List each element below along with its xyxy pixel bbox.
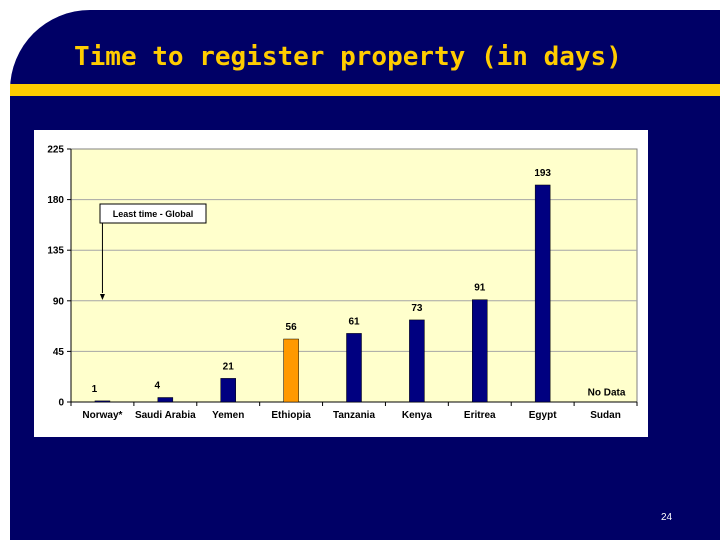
annotation-arrow-head (99, 294, 105, 300)
page-number: 24 (661, 512, 673, 523)
bar (220, 378, 236, 403)
y-tick-label: 0 (58, 398, 64, 409)
bar (94, 400, 111, 403)
slide-title: Time to register property (in days) (74, 42, 622, 72)
y-tick-label: 135 (47, 246, 64, 257)
bar (283, 338, 299, 403)
y-tick-label: 45 (53, 347, 65, 358)
x-tick-label: Eritrea (464, 410, 496, 421)
x-tick-label: Kenya (402, 410, 432, 421)
y-tick-label: 180 (47, 195, 64, 206)
data-label: 73 (411, 303, 423, 314)
bar (472, 299, 488, 403)
data-label: 4 (155, 381, 161, 392)
data-label: 21 (223, 361, 235, 372)
bar (534, 184, 551, 403)
y-tick-label: 225 (47, 145, 64, 156)
data-label: 56 (286, 322, 298, 333)
data-label: 61 (348, 316, 360, 327)
annotation-box (99, 203, 207, 224)
x-tick-label: Yemen (212, 410, 244, 421)
data-label: No Data (588, 388, 626, 399)
x-tick-label: Tanzania (333, 410, 375, 421)
bar-chart: 0 45 90 135 180 225 1 Norway* 4 Saudi Arabia 21 Yem… (47, 145, 638, 421)
data-label: 193 (534, 168, 551, 179)
x-tick-label: Sudan (590, 410, 621, 421)
bar (157, 397, 174, 403)
x-tick-label: Egypt (529, 410, 557, 421)
data-label: 91 (474, 283, 486, 294)
title-underline-bar (10, 84, 720, 96)
bar (346, 333, 362, 403)
data-label: 1 (92, 384, 98, 395)
y-tick-label: 90 (53, 296, 65, 307)
chart-panel: 0 45 90 135 180 225 1 Norway* 4 Saudi Arabia 21 Yem… (34, 130, 648, 437)
x-tick-label: Saudi Arabia (135, 410, 196, 421)
x-tick-label: Ethiopia (271, 410, 311, 421)
annotation-text: Least time - Global (113, 209, 194, 219)
x-tick-label: Norway* (82, 410, 122, 421)
bar (409, 319, 425, 403)
